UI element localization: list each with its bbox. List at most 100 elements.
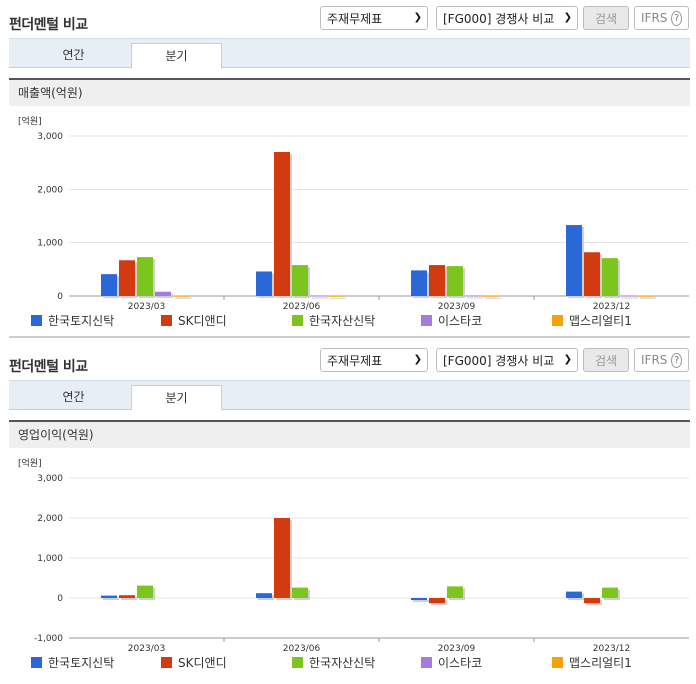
tab-annual[interactable]: 연간 bbox=[28, 385, 119, 410]
x-tick-label: 2023/03 bbox=[128, 302, 165, 312]
legend-item[interactable]: 한국자산신탁 bbox=[292, 312, 375, 329]
bar bbox=[119, 595, 135, 598]
y-tick-label: 2,000 bbox=[37, 514, 63, 524]
tab-quarterly[interactable]: 분기 bbox=[131, 385, 222, 411]
section-title: 매출액(억원) bbox=[18, 86, 83, 100]
statement-type-value: 주재무제표 bbox=[327, 352, 382, 369]
period-tabs: 연간 분기 bbox=[9, 38, 690, 68]
statement-type-dropdown[interactable]: 주재무제표 ❯ bbox=[320, 6, 428, 30]
section-title-bar: 매출액(억원) bbox=[9, 78, 690, 106]
chevron-down-icon: ❯ bbox=[414, 354, 422, 365]
chevron-down-icon: ❯ bbox=[562, 354, 572, 365]
bar bbox=[447, 266, 463, 296]
legend-item[interactable]: 한국토지신탁 bbox=[31, 312, 114, 329]
legend-swatch bbox=[421, 657, 432, 668]
bar bbox=[411, 270, 427, 296]
bar bbox=[292, 588, 308, 598]
bar-shadow bbox=[413, 600, 429, 602]
bar bbox=[429, 598, 445, 603]
panel-title: 펀더멘털 비교 bbox=[9, 356, 88, 376]
competitor-group-value: [FG000] 경쟁사 비교 bbox=[443, 352, 554, 369]
legend-swatch bbox=[552, 315, 563, 326]
statement-type-value: 주재무제표 bbox=[327, 10, 382, 27]
x-tick-label: 2023/06 bbox=[283, 644, 321, 654]
search-button[interactable]: 검색 bbox=[583, 348, 629, 372]
legend-item[interactable]: 이스타코 bbox=[421, 312, 482, 329]
ifrs-help-button[interactable]: IFRS ? bbox=[634, 348, 689, 372]
legend-swatch bbox=[292, 315, 303, 326]
legend-label: SK디앤디 bbox=[178, 654, 227, 671]
panel-divider bbox=[9, 336, 690, 338]
bar bbox=[155, 292, 171, 296]
tab-annual[interactable]: 연간 bbox=[28, 43, 119, 68]
y-tick-label: 3,000 bbox=[37, 132, 63, 142]
legend-item[interactable]: 이스타코 bbox=[421, 654, 482, 671]
legend-label: 한국토지신탁 bbox=[48, 312, 114, 329]
y-tick-label: 1,000 bbox=[37, 239, 63, 249]
search-button-label: 검색 bbox=[595, 10, 617, 27]
legend-swatch bbox=[292, 657, 303, 668]
fundamental-panel-operating-profit: 펀더멘털 비교 주재무제표 ❯ [FG000] 경쟁사 비교 ❯ 검색 IFRS… bbox=[9, 348, 690, 678]
bar bbox=[483, 296, 499, 297]
period-tabs: 연간 분기 bbox=[9, 380, 690, 410]
panel-header: 펀더멘털 비교 주재무제표 ❯ [FG000] 경쟁사 비교 ❯ 검색 IFRS… bbox=[9, 348, 690, 378]
chart-legend: 한국토지신탁 SK디앤디 한국자산신탁 이스타코 맵스리얼티1 bbox=[9, 654, 690, 672]
bar-shadow bbox=[312, 297, 328, 298]
legend-item[interactable]: 한국자산신탁 bbox=[292, 654, 375, 671]
x-tick-label: 2023/12 bbox=[593, 302, 630, 312]
bar bbox=[411, 598, 427, 600]
chart-legend: 한국토지신탁 SK디앤디 한국자산신탁 이스타코 맵스리얼티1 bbox=[9, 312, 690, 330]
bar bbox=[256, 593, 272, 598]
x-tick-label: 2023/03 bbox=[128, 644, 165, 654]
bar-shadow bbox=[330, 298, 346, 299]
bar bbox=[429, 265, 445, 296]
legend-label: 이스타코 bbox=[438, 312, 482, 329]
bar bbox=[119, 260, 135, 296]
section-title-bar: 영업이익(억원) bbox=[9, 420, 690, 448]
bar bbox=[274, 152, 290, 296]
legend-item[interactable]: 맵스리얼티1 bbox=[552, 312, 632, 329]
x-tick-label: 2023/09 bbox=[438, 644, 476, 654]
section-title: 영업이익(억원) bbox=[18, 428, 94, 442]
competitor-group-dropdown[interactable]: [FG000] 경쟁사 비교 ❯ bbox=[436, 6, 578, 30]
legend-item[interactable]: 한국토지신탁 bbox=[31, 654, 114, 671]
bar bbox=[310, 295, 326, 296]
bar bbox=[137, 257, 153, 296]
search-button[interactable]: 검색 bbox=[583, 6, 629, 30]
tab-quarterly[interactable]: 분기 bbox=[131, 43, 222, 69]
bar bbox=[256, 271, 272, 296]
ifrs-label: IFRS bbox=[641, 11, 667, 25]
y-tick-label: 1,000 bbox=[37, 554, 63, 564]
y-tick-label: 0 bbox=[57, 292, 63, 302]
bar bbox=[584, 598, 600, 603]
search-button-label: 검색 bbox=[595, 352, 617, 369]
bar bbox=[101, 596, 117, 598]
bar bbox=[602, 588, 618, 598]
y-axis-unit-label: [억원] bbox=[18, 457, 42, 469]
legend-item[interactable]: 맵스리얼티1 bbox=[552, 654, 632, 671]
legend-label: 이스타코 bbox=[438, 654, 482, 671]
chevron-down-icon: ❯ bbox=[414, 12, 422, 23]
legend-swatch bbox=[161, 657, 172, 668]
bar bbox=[465, 295, 481, 296]
bar bbox=[566, 225, 582, 296]
y-tick-label: 2,000 bbox=[37, 185, 63, 195]
fundamental-panel-revenue: 펀더멘털 비교 주재무제표 ❯ [FG000] 경쟁사 비교 ❯ 검색 IFRS… bbox=[9, 6, 690, 336]
competitor-group-dropdown[interactable]: [FG000] 경쟁사 비교 ❯ bbox=[436, 348, 578, 372]
ifrs-label: IFRS bbox=[641, 353, 667, 367]
y-tick-label: 0 bbox=[57, 594, 63, 604]
y-tick-label: -1,000 bbox=[34, 634, 63, 644]
panel-title: 펀더멘털 비교 bbox=[9, 14, 88, 34]
bar-shadow bbox=[640, 298, 656, 299]
legend-item[interactable]: SK디앤디 bbox=[161, 654, 227, 671]
ifrs-help-button[interactable]: IFRS ? bbox=[634, 6, 689, 30]
legend-label: 맵스리얼티1 bbox=[569, 312, 632, 329]
statement-type-dropdown[interactable]: 주재무제표 ❯ bbox=[320, 348, 428, 372]
panel-header: 펀더멘털 비교 주재무제표 ❯ [FG000] 경쟁사 비교 ❯ 검색 IFRS… bbox=[9, 6, 690, 36]
bar-shadow bbox=[485, 298, 501, 299]
bar bbox=[620, 295, 636, 296]
x-tick-label: 2023/12 bbox=[593, 644, 630, 654]
legend-item[interactable]: SK디앤디 bbox=[161, 312, 227, 329]
bar-shadow bbox=[175, 298, 191, 299]
bar bbox=[173, 296, 189, 297]
